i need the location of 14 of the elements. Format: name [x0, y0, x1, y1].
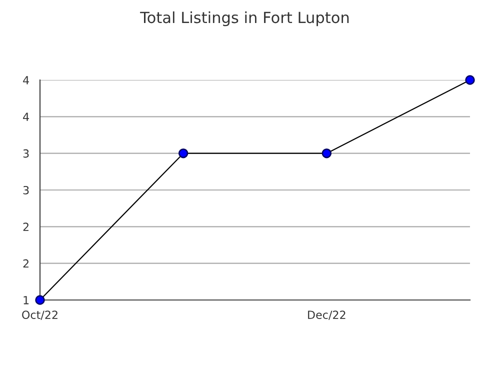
- x-tick-label: Oct/22: [22, 310, 58, 320]
- y-tick-label: 3: [23, 186, 29, 194]
- y-tick-label: 3: [23, 149, 29, 158]
- y-tick-label: 1: [24, 296, 29, 304]
- point: [322, 148, 332, 158]
- point: [35, 295, 45, 305]
- x-tick-label: Dec/22: [308, 310, 346, 320]
- y-tick-label: 4: [23, 112, 29, 121]
- point: [178, 148, 188, 158]
- y-tick-label: 2: [23, 222, 28, 231]
- y-tick-label: 2: [23, 259, 28, 268]
- chart-title: Total Listings in Fort Lupton: [140, 11, 349, 26]
- y-tick-label: 4: [23, 76, 29, 84]
- point: [465, 75, 475, 85]
